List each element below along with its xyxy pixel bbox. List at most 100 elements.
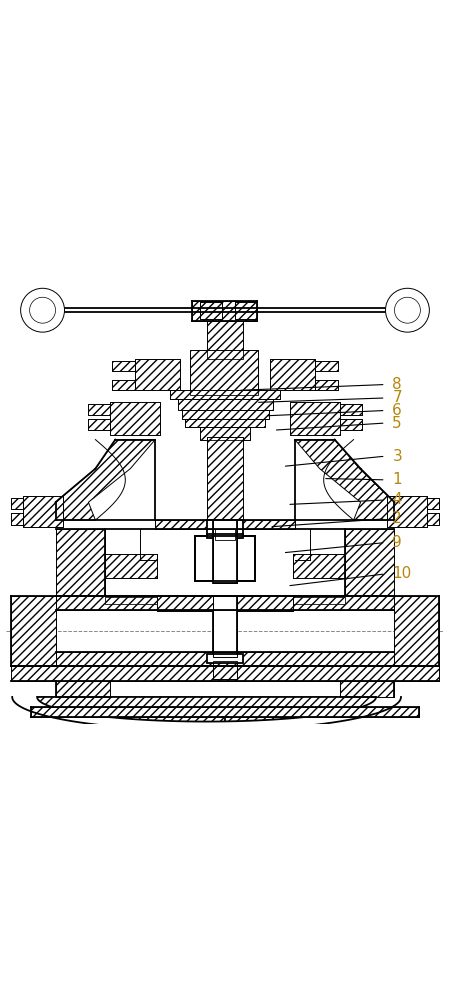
Bar: [213, 596, 237, 657]
Circle shape: [386, 288, 429, 332]
Bar: [185, 419, 265, 427]
Bar: [315, 380, 338, 390]
Bar: [178, 399, 273, 410]
Bar: [135, 359, 180, 390]
Bar: [200, 427, 250, 440]
Bar: [213, 596, 237, 657]
Bar: [112, 361, 135, 371]
Bar: [207, 654, 243, 663]
Bar: [207, 321, 243, 359]
Bar: [11, 513, 22, 525]
Text: 4: 4: [392, 492, 402, 508]
Bar: [213, 661, 237, 679]
Bar: [395, 596, 439, 666]
Bar: [110, 402, 160, 435]
Text: 5: 5: [392, 416, 402, 431]
Bar: [192, 301, 257, 321]
Bar: [215, 529, 235, 540]
Bar: [31, 707, 419, 717]
Bar: [155, 520, 295, 529]
Bar: [315, 361, 338, 371]
Circle shape: [30, 297, 56, 323]
Bar: [88, 419, 110, 430]
Bar: [11, 513, 22, 525]
Bar: [345, 529, 395, 596]
Bar: [178, 399, 273, 410]
Bar: [339, 681, 395, 697]
Bar: [56, 681, 110, 697]
Text: 2: 2: [392, 511, 402, 526]
Bar: [170, 390, 280, 399]
Bar: [213, 520, 237, 583]
Bar: [339, 681, 395, 697]
Bar: [56, 681, 110, 697]
Bar: [427, 513, 439, 525]
Polygon shape: [295, 440, 395, 520]
Bar: [213, 596, 237, 657]
Bar: [339, 404, 361, 415]
Bar: [155, 520, 295, 529]
Bar: [427, 498, 439, 509]
Bar: [207, 437, 243, 520]
Bar: [210, 529, 240, 538]
Bar: [207, 321, 243, 359]
Bar: [190, 350, 258, 395]
Bar: [11, 666, 439, 681]
Bar: [88, 419, 110, 430]
Bar: [207, 520, 243, 538]
Bar: [11, 498, 22, 509]
Bar: [387, 496, 427, 527]
Text: 1: 1: [392, 472, 402, 487]
Text: 8: 8: [392, 377, 402, 392]
Bar: [290, 402, 339, 435]
Bar: [56, 652, 395, 666]
Bar: [339, 419, 361, 430]
Circle shape: [395, 297, 420, 323]
Bar: [339, 404, 361, 415]
Bar: [112, 361, 135, 371]
Bar: [345, 529, 395, 596]
Bar: [293, 554, 345, 578]
Bar: [235, 302, 257, 319]
Bar: [22, 496, 62, 527]
Bar: [11, 596, 56, 666]
Text: 3: 3: [392, 449, 402, 464]
Bar: [22, 496, 62, 527]
Bar: [293, 554, 345, 578]
Bar: [56, 529, 106, 596]
Bar: [200, 427, 250, 440]
Bar: [215, 529, 235, 540]
Bar: [157, 596, 213, 611]
Polygon shape: [56, 440, 155, 520]
Bar: [213, 520, 237, 583]
Bar: [290, 402, 339, 435]
Bar: [213, 520, 237, 583]
Text: 6: 6: [392, 403, 402, 418]
Bar: [427, 513, 439, 525]
Bar: [157, 596, 213, 611]
Polygon shape: [37, 697, 376, 722]
Bar: [185, 419, 265, 427]
Bar: [106, 597, 157, 604]
Bar: [56, 529, 106, 596]
Bar: [110, 402, 160, 435]
Bar: [106, 554, 157, 578]
Bar: [11, 666, 439, 681]
Bar: [56, 652, 395, 666]
Bar: [293, 597, 345, 604]
Bar: [56, 596, 395, 610]
Bar: [106, 597, 157, 604]
Bar: [207, 437, 243, 520]
Circle shape: [21, 288, 65, 332]
Bar: [200, 302, 222, 319]
Bar: [339, 419, 361, 430]
Bar: [11, 498, 22, 509]
Bar: [182, 410, 269, 419]
Bar: [11, 596, 56, 666]
Bar: [315, 361, 338, 371]
Bar: [213, 661, 237, 679]
Bar: [427, 498, 439, 509]
Text: 10: 10: [392, 566, 412, 581]
Bar: [112, 380, 135, 390]
Bar: [237, 596, 293, 611]
